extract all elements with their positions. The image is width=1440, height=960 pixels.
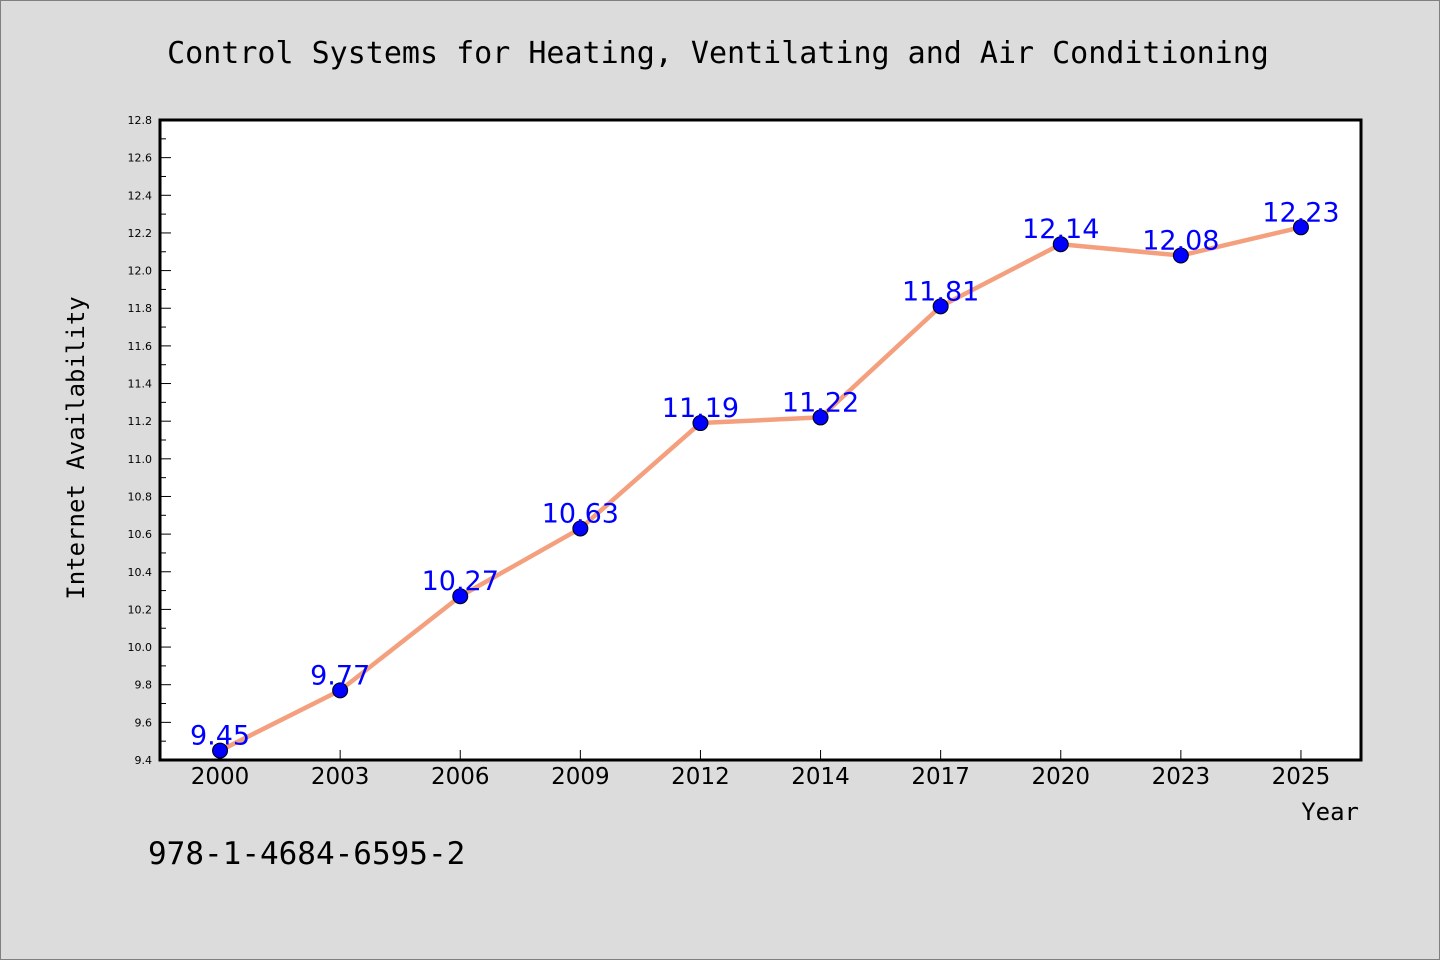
y-tick-label: 9.4	[135, 754, 153, 767]
x-tick-label: 2000	[191, 764, 250, 790]
y-axis-title: Internet Availability	[62, 296, 90, 599]
chart-title: Control Systems for Heating, Ventilating…	[167, 36, 1269, 71]
data-label: 12.08	[1142, 226, 1219, 257]
data-point-marker	[1172, 247, 1189, 264]
x-axis: 2000 2003 2006 2009 2012 2014 2017 2020 2023 2025	[191, 750, 1330, 790]
y-tick-label: 12.4	[128, 189, 153, 202]
isbn-footer: 978-1-4684-6595-2	[148, 836, 465, 872]
data-point-marker	[1052, 236, 1069, 253]
data-label: 11.19	[662, 393, 739, 424]
y-tick-label: 11.8	[128, 302, 153, 315]
series-layer	[212, 219, 1309, 759]
x-tick-label: 2006	[431, 764, 490, 790]
data-label: 9.77	[310, 660, 370, 691]
data-label: 12.23	[1262, 197, 1339, 228]
y-tick-label: 9.8	[135, 679, 153, 692]
y-tick-label: 10.4	[128, 566, 153, 579]
data-label: 11.81	[902, 276, 979, 307]
y-tick-label: 10.0	[128, 641, 153, 654]
data-point-marker	[332, 682, 349, 699]
x-tick-label: 2014	[791, 764, 850, 790]
data-point-marker	[572, 520, 589, 537]
y-tick-label: 12.6	[128, 152, 153, 165]
data-label-layer: 9.45 9.77 10.27 10.63 11.19 11.22 11.81 12.14 12…	[190, 197, 1340, 751]
y-tick-label: 12.0	[128, 265, 153, 278]
y-tick-label: 10.6	[128, 528, 153, 541]
x-tick-label: 2009	[551, 764, 610, 790]
data-point-marker	[692, 415, 709, 432]
y-tick-label: 11.6	[128, 340, 153, 353]
y-tick-label: 11.2	[128, 415, 153, 428]
y-tick-label: 9.6	[135, 716, 153, 729]
x-tick-label: 2012	[671, 764, 730, 790]
x-axis-title: Year	[1301, 798, 1359, 826]
x-tick-label: 2003	[311, 764, 370, 790]
y-tick-label: 10.2	[128, 603, 153, 616]
data-label: 12.14	[1022, 214, 1099, 245]
data-point-marker	[212, 742, 229, 759]
data-label: 10.63	[542, 498, 619, 529]
series-line	[217, 225, 1304, 753]
data-point-marker	[932, 298, 949, 315]
x-tick-label: 2020	[1031, 764, 1090, 790]
y-tick-label: 12.2	[128, 227, 153, 240]
data-point-marker	[452, 588, 469, 605]
data-point-marker	[812, 409, 829, 426]
data-point-marker	[1292, 219, 1309, 236]
data-label: 11.22	[782, 387, 859, 418]
x-tick-label: 2023	[1152, 764, 1211, 790]
y-tick-label: 11.4	[128, 378, 153, 391]
y-tick-label: 10.8	[128, 490, 153, 503]
x-tick-label: 2025	[1272, 764, 1331, 790]
plot-area	[160, 120, 1361, 760]
plot-border	[158, 118, 1363, 762]
data-label: 10.27	[422, 566, 499, 597]
y-tick-label: 12.8	[128, 114, 153, 127]
data-label: 9.45	[190, 721, 250, 752]
y-axis: 9.4 9.6 9.8 10.0 10.2 10.4 10.6 10.8 11.0 11.2 11.…	[128, 114, 171, 767]
x-tick-label: 2017	[911, 764, 970, 790]
y-tick-label: 11.0	[128, 453, 153, 466]
